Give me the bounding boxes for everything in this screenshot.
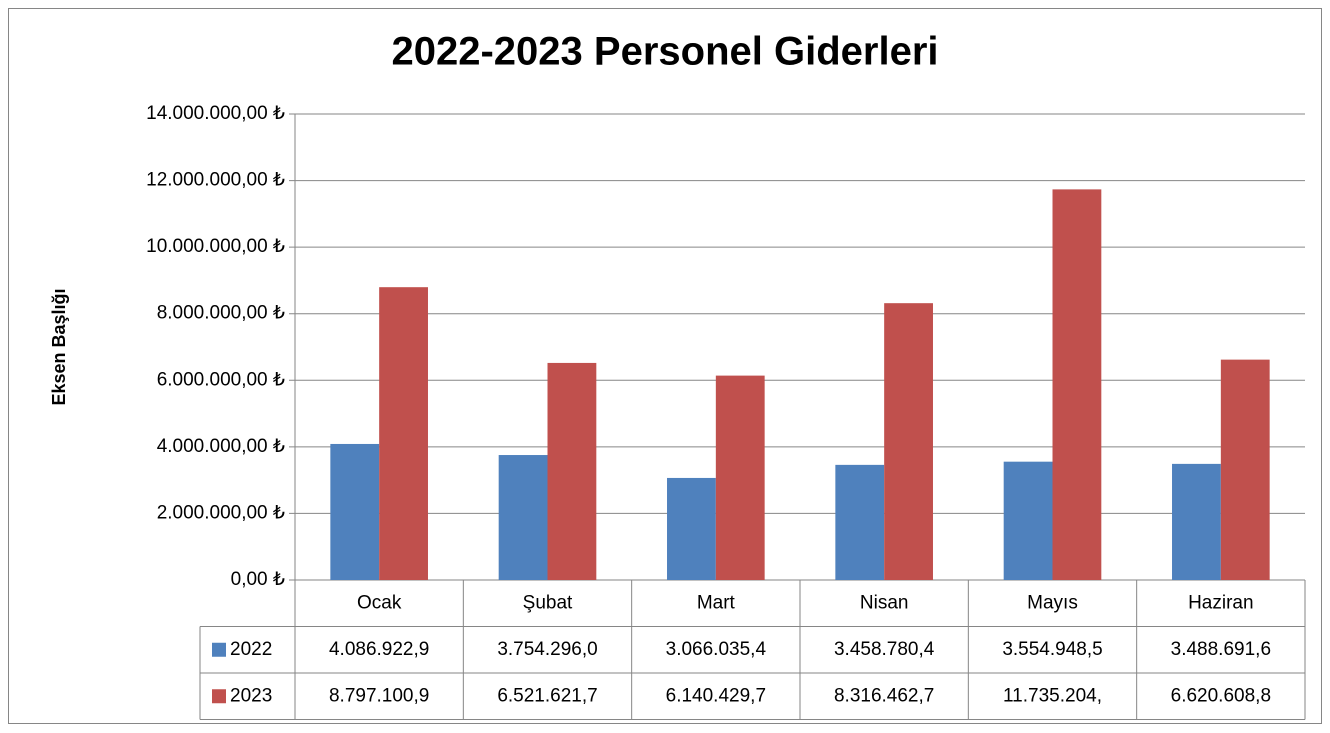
y-tick-label: 0,00 ₺ <box>231 569 285 590</box>
table-value: 3.458.780,4 <box>834 639 935 660</box>
bar <box>498 455 548 580</box>
chart-title: 2022-2023 Personel Giderleri <box>392 30 939 74</box>
y-tick-label: 6.000.000,00 ₺ <box>157 369 285 390</box>
table-value: 3.554.948,5 <box>1002 639 1102 660</box>
table-value: 8.316.462,7 <box>834 685 934 706</box>
bar <box>884 303 933 580</box>
chart-border <box>8 8 1322 724</box>
bar <box>330 443 380 580</box>
bar <box>835 464 885 580</box>
bar <box>379 287 428 580</box>
x-tick-label: Mayıs <box>1027 592 1078 613</box>
x-tick-label: Mart <box>697 592 736 613</box>
bar <box>667 477 716 580</box>
y-tick-label: 10.000.000,00 ₺ <box>146 236 285 257</box>
y-tick-label: 4.000.000,00 ₺ <box>157 436 285 457</box>
y-tick-label: 2.000.000,00 ₺ <box>157 502 285 523</box>
table-value: 11.735.204, <box>1003 685 1102 706</box>
table-value: 6.140.429,7 <box>666 685 766 706</box>
table-value: 4.086.922,9 <box>329 639 429 660</box>
bar <box>1003 461 1053 580</box>
bar <box>1220 359 1270 580</box>
table-value: 6.620.608,8 <box>1171 685 1271 706</box>
table-value: 8.797.100,9 <box>329 685 429 706</box>
table-value: 3.066.035,4 <box>666 639 767 660</box>
legend-label: 2022 <box>230 639 272 660</box>
x-tick-label: Nisan <box>860 592 909 613</box>
legend-key <box>212 689 226 704</box>
bar <box>1172 463 1221 580</box>
x-tick-label: Şubat <box>523 592 573 613</box>
table-value: 3.488.691,6 <box>1171 639 1271 660</box>
y-axis-title: Eksen Başlığı <box>49 288 69 405</box>
legend-label: 2023 <box>230 685 272 706</box>
y-tick-label: 14.000.000,00 ₺ <box>146 103 285 124</box>
bar <box>715 375 765 580</box>
legend-key <box>212 642 226 657</box>
bar <box>1052 189 1102 580</box>
table-value: 3.754.296,0 <box>497 639 597 660</box>
bar <box>547 362 597 580</box>
y-tick-label: 8.000.000,00 ₺ <box>157 303 285 324</box>
table-value: 6.521.621,7 <box>497 685 597 706</box>
x-tick-label: Haziran <box>1188 592 1253 613</box>
x-tick-label: Ocak <box>357 592 402 613</box>
y-tick-label: 12.000.000,00 ₺ <box>146 170 285 191</box>
